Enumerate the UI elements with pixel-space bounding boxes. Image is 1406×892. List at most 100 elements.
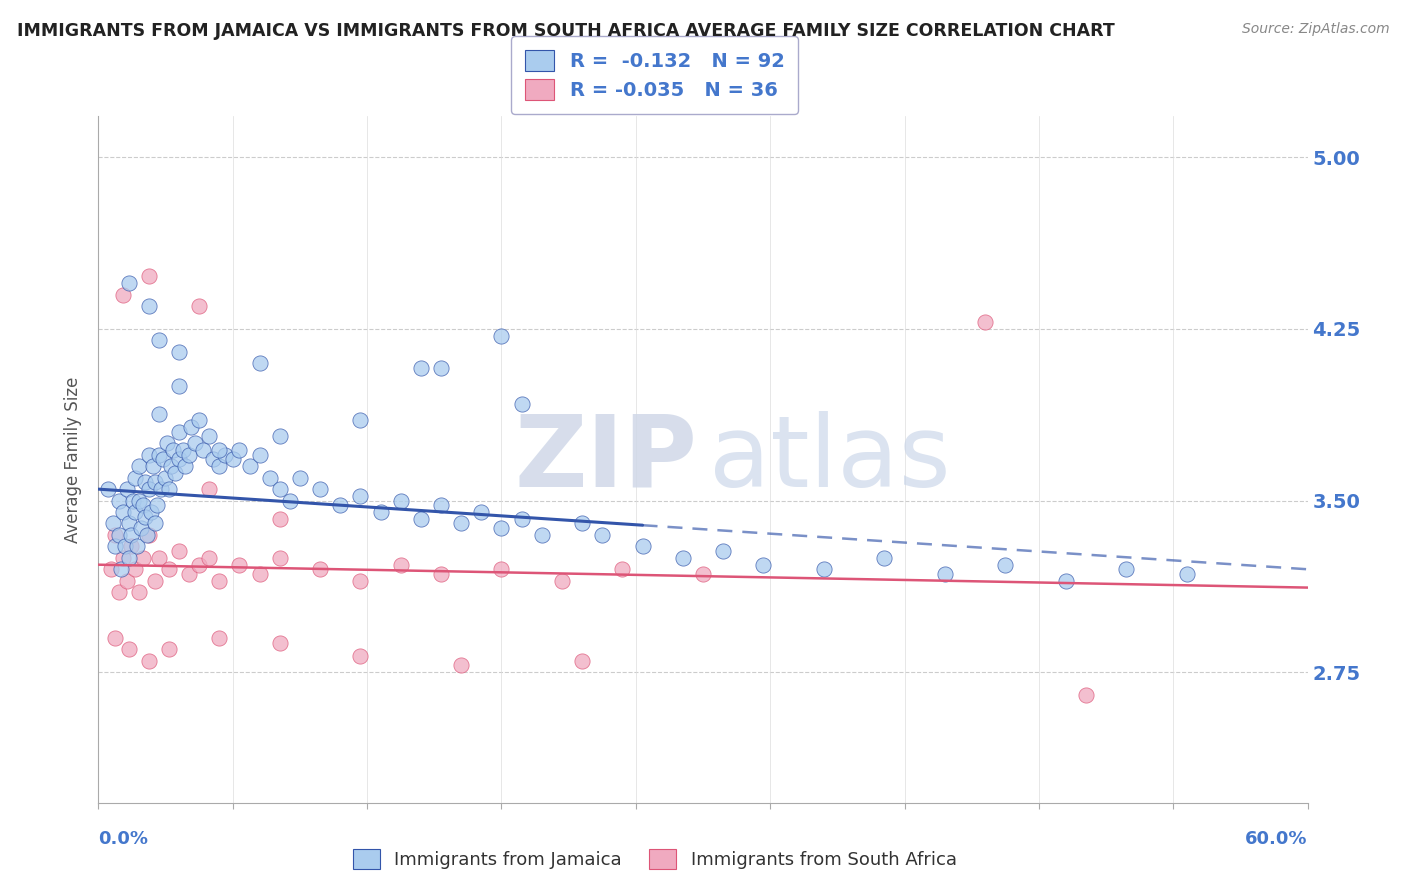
Point <box>1115 562 1137 576</box>
Text: atlas: atlas <box>709 411 950 508</box>
Point <box>132 550 155 565</box>
Point <box>214 448 236 462</box>
Point <box>208 631 231 645</box>
Point <box>974 315 997 329</box>
Point <box>124 505 146 519</box>
Point <box>179 566 201 581</box>
Point <box>118 276 141 290</box>
Point <box>530 528 553 542</box>
Point <box>228 443 250 458</box>
Point <box>249 356 271 370</box>
Point <box>121 493 143 508</box>
Point <box>138 448 160 462</box>
Point <box>202 452 225 467</box>
Point <box>134 475 156 490</box>
Point <box>120 540 142 554</box>
Point <box>167 544 190 558</box>
Text: 0.0%: 0.0% <box>98 830 149 848</box>
Point <box>389 558 412 572</box>
Point <box>692 566 714 581</box>
Point <box>103 540 125 554</box>
Point <box>114 540 136 554</box>
Point <box>156 436 179 450</box>
Point <box>349 649 371 664</box>
Point <box>160 459 183 474</box>
Legend: Immigrants from Jamaica, Immigrants from South Africa: Immigrants from Jamaica, Immigrants from… <box>346 842 963 876</box>
Point <box>208 443 231 458</box>
Point <box>329 498 352 512</box>
Point <box>118 550 141 565</box>
Point <box>430 566 453 581</box>
Point <box>134 509 156 524</box>
Point <box>510 397 533 411</box>
Y-axis label: Average Family Size: Average Family Size <box>65 376 83 542</box>
Point <box>157 482 180 496</box>
Point <box>163 466 186 480</box>
Point <box>148 550 170 565</box>
Point <box>153 471 176 485</box>
Point <box>167 425 190 439</box>
Point <box>138 269 160 284</box>
Point <box>118 516 141 531</box>
Point <box>167 344 190 359</box>
Point <box>269 635 291 649</box>
Point <box>612 562 634 576</box>
Point <box>491 521 513 535</box>
Point <box>222 452 245 467</box>
Point <box>107 585 129 599</box>
Point <box>470 505 492 519</box>
Point <box>994 558 1017 572</box>
Point <box>143 574 166 588</box>
Point <box>198 550 221 565</box>
Point <box>101 516 124 531</box>
Point <box>249 448 271 462</box>
Point <box>571 516 593 531</box>
Point <box>152 452 174 467</box>
Point <box>167 379 190 393</box>
Point <box>149 482 172 496</box>
Text: 60.0%: 60.0% <box>1246 830 1308 848</box>
Point <box>208 459 231 474</box>
Point <box>430 498 453 512</box>
Point <box>138 528 160 542</box>
Point <box>491 328 513 343</box>
Text: IMMIGRANTS FROM JAMAICA VS IMMIGRANTS FROM SOUTH AFRICA AVERAGE FAMILY SIZE CORR: IMMIGRANTS FROM JAMAICA VS IMMIGRANTS FR… <box>17 22 1115 40</box>
Point <box>208 574 231 588</box>
Point <box>167 452 190 467</box>
Point <box>188 413 211 427</box>
Point <box>157 642 180 657</box>
Point <box>138 482 160 496</box>
Point <box>571 654 593 668</box>
Point <box>1054 574 1077 588</box>
Point <box>110 562 132 576</box>
Point <box>269 429 291 443</box>
Point <box>269 550 291 565</box>
Point <box>193 443 215 458</box>
Point <box>124 471 146 485</box>
Point <box>148 334 170 348</box>
Point <box>269 482 291 496</box>
Point <box>450 658 472 673</box>
Point <box>269 512 291 526</box>
Point <box>148 407 170 421</box>
Point <box>288 471 311 485</box>
Point <box>239 459 262 474</box>
Point <box>162 443 184 458</box>
Point <box>107 493 129 508</box>
Point <box>142 459 165 474</box>
Point <box>135 528 157 542</box>
Point <box>111 287 134 301</box>
Point <box>249 566 271 581</box>
Point <box>510 512 533 526</box>
Point <box>591 528 613 542</box>
Point <box>631 540 654 554</box>
Point <box>103 528 125 542</box>
Point <box>157 562 180 576</box>
Point <box>111 505 134 519</box>
Point <box>128 493 150 508</box>
Point <box>813 562 835 576</box>
Point <box>672 550 695 565</box>
Point <box>198 429 221 443</box>
Point <box>115 574 138 588</box>
Point <box>132 498 155 512</box>
